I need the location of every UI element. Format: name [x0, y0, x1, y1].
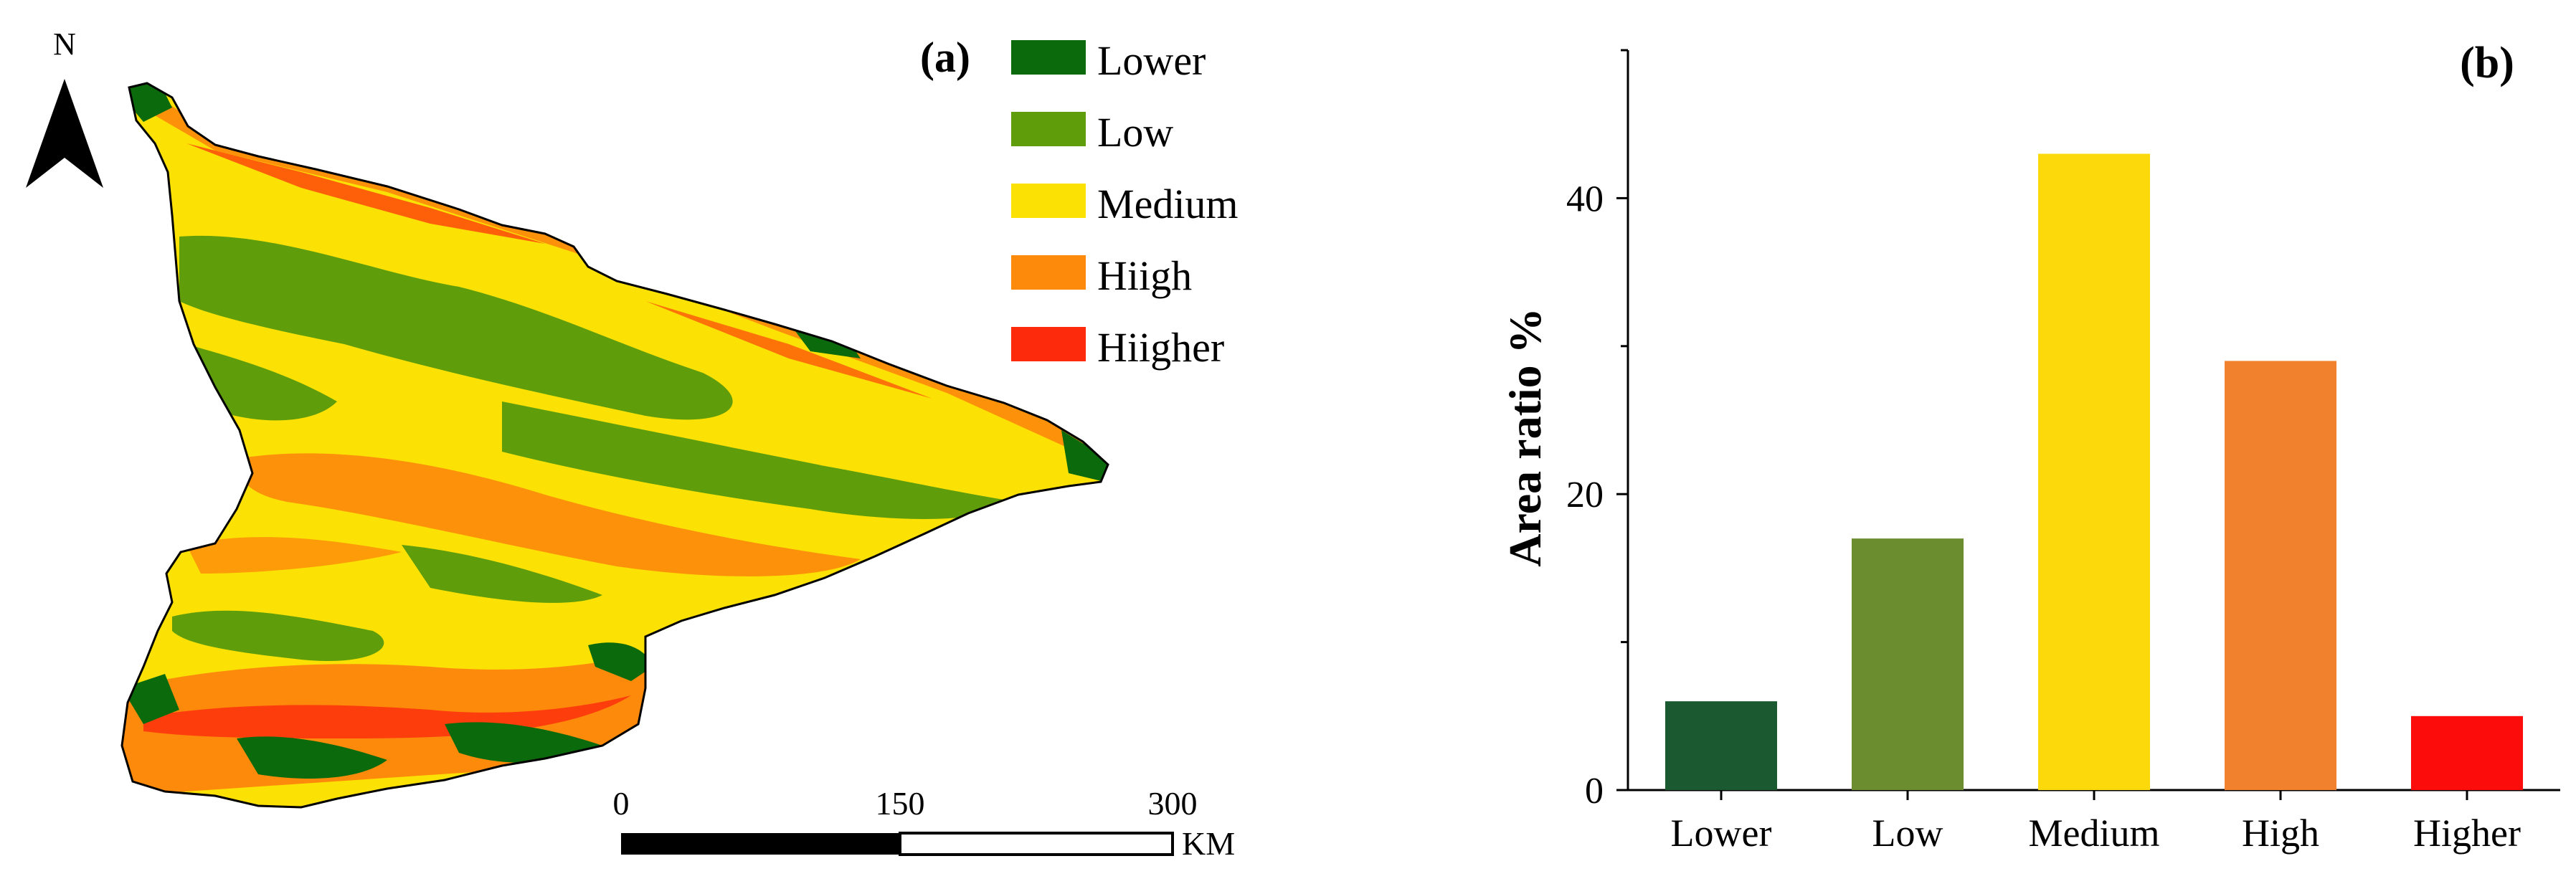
x-tick-label: Lower [1671, 812, 1772, 855]
legend-label: Low [1097, 109, 1173, 156]
x-tick-label: Medium [2029, 812, 2160, 855]
chart-labels: 0 20 40 Lower Low Medium High Higher [1566, 179, 2521, 855]
legend-item-lower: Lower [1011, 37, 1206, 84]
legend-swatch [1011, 184, 1086, 218]
bar-higher [2411, 716, 2523, 790]
panel-a-label: (a) [920, 34, 970, 81]
scale-tick-label: 150 [876, 785, 925, 822]
legend-item-high: Hiigh [1011, 252, 1192, 299]
x-tick-label: High [2242, 812, 2319, 855]
legend-item-low: Low [1011, 109, 1173, 156]
x-tick-label: Higher [2413, 812, 2521, 855]
legend-label: Medium [1097, 181, 1239, 227]
scale-tick-label: 300 [1148, 785, 1198, 822]
north-label: N [53, 27, 76, 62]
bar-lower [1665, 701, 1777, 790]
north-arrow-icon [26, 79, 103, 188]
legend-label: Hiigh [1097, 252, 1192, 299]
panel-b-bar-chart: (b) Area ratio % 0 20 40 Lower Low Medium High… [1500, 39, 2560, 855]
panel-a-map: N [26, 27, 1239, 862]
x-tick-label: Low [1872, 812, 1943, 855]
chart-bars [1665, 153, 2523, 791]
panel-b-label: (b) [2460, 39, 2514, 87]
scale-bar: 0 150 300 KM [613, 785, 1236, 862]
legend-label: Lower [1097, 37, 1206, 84]
legend-swatch [1011, 327, 1086, 361]
scale-unit: KM [1182, 825, 1235, 862]
scale-bar-filled [621, 833, 900, 855]
y-tick-label: 0 [1585, 771, 1604, 812]
legend-swatch [1011, 112, 1086, 146]
y-axis-label: Area ratio % [1500, 308, 1550, 566]
legend-swatch [1011, 40, 1086, 75]
vulnerability-raster [122, 83, 1108, 807]
bar-high [2225, 361, 2336, 790]
y-tick-label: 40 [1566, 179, 1604, 219]
legend-item-medium: Medium [1011, 181, 1239, 227]
bar-low [1852, 538, 1964, 790]
legend-swatch [1011, 255, 1086, 290]
scale-tick-label: 0 [613, 785, 630, 822]
legend-item-higher: Hiigher [1011, 324, 1224, 371]
scale-bar-empty [899, 832, 1174, 856]
north-arrow: N [26, 27, 103, 188]
y-tick-label: 20 [1566, 475, 1604, 515]
map-legend: Lower Low Medium Hiigh Hiigher [1011, 37, 1239, 371]
bar-medium [2038, 153, 2150, 791]
legend-label: Hiigher [1097, 324, 1224, 371]
